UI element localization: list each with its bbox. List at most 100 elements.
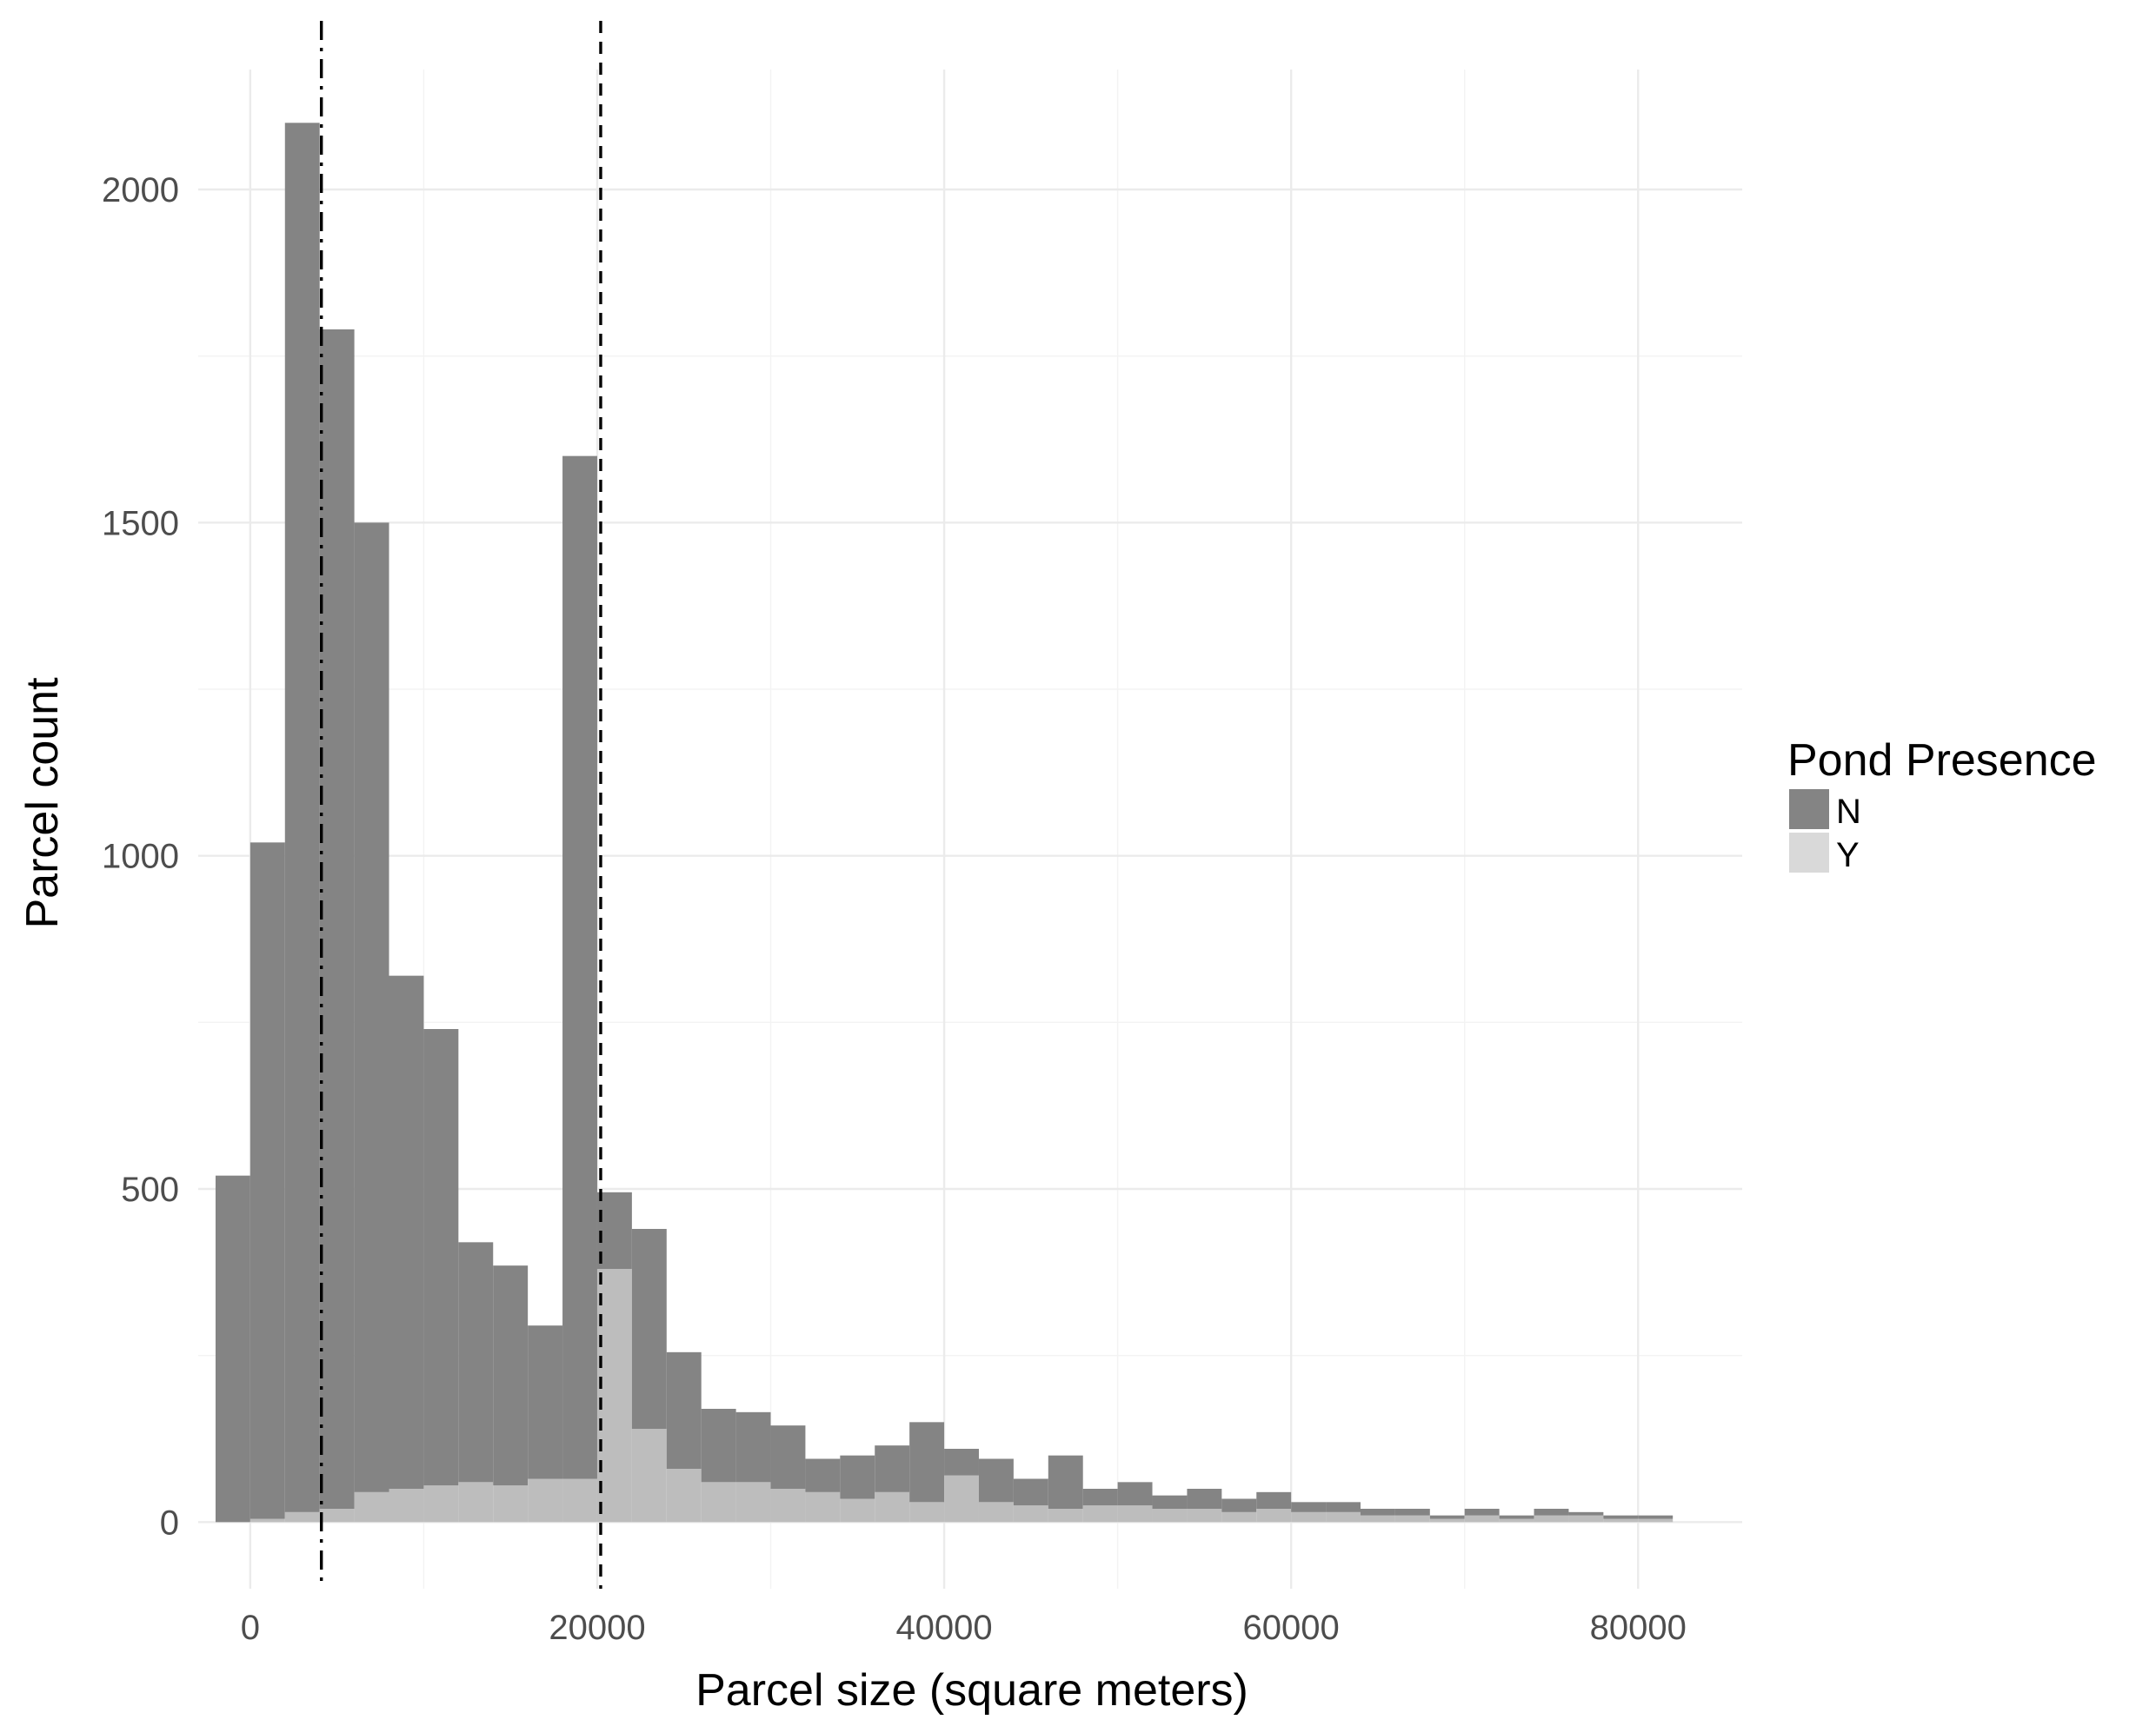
legend-label-y: Y (1836, 836, 1860, 874)
bar-y-14 (701, 1482, 736, 1523)
bar-n-40 (1603, 1515, 1639, 1519)
y-tick-label: 0 (160, 1504, 179, 1542)
bar-n-21 (944, 1449, 979, 1476)
bar-n-23 (1013, 1478, 1048, 1506)
bar-y-4 (354, 1491, 389, 1523)
bar-n-25 (1082, 1489, 1118, 1506)
bar-n-10 (562, 455, 597, 1479)
bar-y-17 (805, 1491, 841, 1523)
bar-n-14 (701, 1409, 736, 1483)
bar-y-37 (1499, 1518, 1534, 1523)
bar-y-27 (1152, 1509, 1188, 1523)
bar-y-10 (562, 1478, 597, 1523)
bar-n-20 (909, 1422, 945, 1503)
bar-n-18 (840, 1455, 875, 1499)
y-tick-label: 1000 (102, 838, 179, 876)
y-axis-title: Parcel count (17, 677, 68, 929)
bar-y-41 (1638, 1518, 1674, 1523)
bar-y-11 (596, 1269, 632, 1523)
bar-n-38 (1534, 1509, 1569, 1516)
x-tick-label: 80000 (1590, 1609, 1687, 1647)
bar-y-39 (1568, 1515, 1604, 1523)
bar-n-6 (423, 1029, 459, 1486)
x-tick-label: 40000 (895, 1609, 992, 1647)
bar-y-38 (1534, 1515, 1569, 1523)
grid-lines (198, 70, 1742, 1589)
bar-n-27 (1152, 1495, 1188, 1509)
bar-n-13 (666, 1351, 702, 1469)
bar-y-20 (909, 1502, 945, 1523)
bar-n-19 (875, 1445, 910, 1492)
bar-y-18 (840, 1498, 875, 1523)
x-tick-label: 0 (241, 1609, 260, 1647)
bar-n-4 (354, 522, 389, 1492)
y-tick-label: 500 (121, 1171, 179, 1209)
bar-y-5 (389, 1489, 424, 1523)
bar-n-12 (631, 1229, 667, 1429)
bar-y-26 (1117, 1505, 1153, 1523)
bar-y-13 (666, 1469, 702, 1523)
bar-y-19 (875, 1491, 910, 1523)
bar-n-1 (250, 842, 285, 1519)
legend-title: Pond Presence (1787, 735, 2097, 786)
y-tick-label: 2000 (102, 171, 179, 209)
bar-y-1 (250, 1518, 285, 1523)
bar-n-8 (493, 1265, 529, 1486)
bar-y-30 (1256, 1509, 1292, 1523)
bar-y-8 (493, 1485, 529, 1523)
legend-key-y (1789, 833, 1829, 873)
x-tick-label: 20000 (549, 1609, 645, 1647)
bar-y-34 (1394, 1515, 1430, 1523)
legend-label-n: N (1836, 793, 1861, 831)
bar-n-7 (458, 1242, 494, 1483)
axis-ticks: 0 20000 40000 60000 80000 0 500 1000 1500 2000 (102, 171, 1687, 1647)
bar-n-41 (1638, 1515, 1674, 1519)
bar-n-15 (735, 1411, 771, 1483)
bar-y-35 (1429, 1518, 1465, 1523)
bar-n-26 (1117, 1482, 1153, 1506)
bar-n-11 (596, 1192, 632, 1269)
reference-lines (319, 21, 602, 1589)
x-tick-label: 60000 (1243, 1609, 1340, 1647)
bar-n-31 (1291, 1502, 1327, 1512)
histogram-bars (215, 123, 1674, 1523)
bar-n-33 (1360, 1509, 1395, 1516)
bar-y-36 (1464, 1515, 1500, 1523)
bar-n-0 (215, 1175, 250, 1523)
bar-n-39 (1568, 1511, 1604, 1516)
bar-n-36 (1464, 1509, 1500, 1516)
bar-y-28 (1187, 1509, 1222, 1523)
bar-y-40 (1603, 1518, 1639, 1523)
bar-y-32 (1326, 1511, 1361, 1523)
bar-n-34 (1394, 1509, 1430, 1516)
bar-n-35 (1429, 1515, 1465, 1519)
bar-y-9 (528, 1478, 563, 1523)
bar-y-3 (319, 1509, 355, 1523)
bar-n-16 (770, 1425, 806, 1489)
bar-n-9 (528, 1325, 563, 1479)
bar-y-33 (1360, 1515, 1395, 1523)
bar-y-6 (423, 1485, 459, 1523)
bar-n-29 (1221, 1498, 1257, 1512)
bar-y-29 (1221, 1511, 1257, 1523)
bar-y-25 (1082, 1505, 1118, 1523)
bar-n-5 (389, 975, 424, 1489)
bar-y-21 (944, 1475, 979, 1523)
bar-n-30 (1256, 1491, 1292, 1509)
bar-n-2 (284, 123, 320, 1512)
bar-n-37 (1499, 1515, 1534, 1519)
y-tick-label: 1500 (102, 504, 179, 542)
bar-y-15 (735, 1482, 771, 1523)
x-axis-title: Parcel size (square meters) (695, 1665, 1248, 1716)
bar-y-2 (284, 1511, 320, 1523)
legend: Pond Presence N Y (1787, 735, 2097, 874)
bar-n-3 (319, 329, 355, 1509)
bar-y-24 (1048, 1509, 1083, 1523)
bar-y-22 (978, 1502, 1014, 1523)
bar-n-28 (1187, 1489, 1222, 1509)
bar-y-12 (631, 1429, 667, 1523)
bar-n-22 (978, 1458, 1014, 1503)
bar-y-7 (458, 1482, 494, 1523)
bar-n-24 (1048, 1455, 1083, 1509)
